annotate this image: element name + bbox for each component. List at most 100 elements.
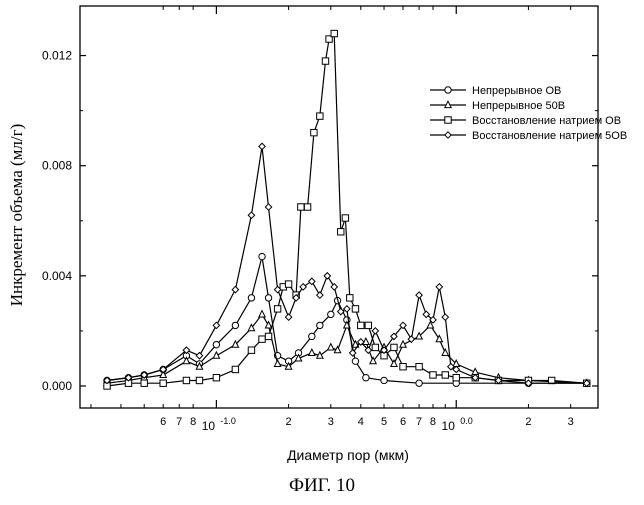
data-point [274,360,280,366]
x-major-tick-exponent: 0.0 [460,416,473,426]
x-tick-label: 2 [525,416,531,428]
x-tick-label: 4 [358,416,364,428]
data-point [430,372,436,378]
data-point [391,344,397,350]
y-tick-label: 0.012 [42,49,72,63]
x-tick-label: 5 [381,416,387,428]
data-point [309,349,315,355]
data-point [309,278,315,284]
data-point [285,314,291,320]
data-point [453,375,459,381]
x-tick-label: 8 [190,416,196,428]
data-point [365,322,371,328]
x-tick-label: 7 [416,416,422,428]
data-point [259,253,265,259]
legend-label: Восстановление натрием 5ОВ [472,130,627,142]
data-point [328,311,334,317]
data-point [416,292,422,298]
data-point [317,113,323,119]
legend-label: Восстановление натрием ОВ [472,115,621,127]
data-point [265,204,271,210]
data-point [445,101,451,107]
series-line [107,146,587,383]
data-point [141,380,147,386]
data-point [304,204,310,210]
x-tick-label: 6 [400,416,406,428]
data-point [331,284,337,290]
data-point [196,377,202,383]
data-point [381,377,387,383]
data-point [347,295,353,301]
data-point [442,314,448,320]
data-point [248,347,254,353]
series-4 [104,143,590,386]
data-point [331,30,337,36]
legend-label: Непрерывное 50В [472,100,565,112]
data-point [309,333,315,339]
series-2 [104,311,590,386]
data-point [213,375,219,381]
data-point [372,328,378,334]
data-point [344,306,350,312]
legend-item: Непрерывное 50В [430,100,565,112]
legend-item: Восстановление натрием ОВ [430,115,621,127]
x-axis-label: Диаметр пор (мкм) [287,447,409,463]
data-point [436,284,442,290]
data-point [416,363,422,369]
data-point [358,322,364,328]
data-point [285,281,291,287]
data-point [400,363,406,369]
data-point [442,372,448,378]
legend-item: Восстановление натрием 5ОВ [430,130,627,142]
x-tick-label: 2 [286,416,292,428]
data-point [324,273,330,279]
data-point [328,344,334,350]
data-point [232,322,238,328]
data-point [248,212,254,218]
data-point [274,306,280,312]
data-point [265,333,271,339]
y-axis-label: Инкремент объема (мл/г) [7,124,26,307]
data-point [352,306,358,312]
data-point [445,117,451,123]
data-point [213,322,219,328]
y-tick-label: 0.004 [42,269,72,283]
x-major-tick-label: 10 [442,419,456,433]
data-point [183,377,189,383]
axes: 0.0000.0040.0080.01267823456782310-1.010… [42,6,598,433]
data-point [259,143,265,149]
data-point [445,132,451,138]
y-tick-label: 0.008 [42,159,72,173]
data-point [322,58,328,64]
data-point [338,308,344,314]
data-point [442,349,448,355]
data-point [317,322,323,328]
data-point [160,380,166,386]
data-point [445,87,451,93]
data-point [416,380,422,386]
data-point [248,295,254,301]
data-point [352,358,358,364]
legend-item: Непрерывное ОВ [430,85,561,97]
data-point [317,292,323,298]
x-tick-label: 3 [328,416,334,428]
x-tick-label: 8 [430,416,436,428]
data-point [232,286,238,292]
data-point [298,204,304,210]
x-major-tick-exponent: -1.0 [220,416,236,426]
data-point [196,352,202,358]
data-point [372,344,378,350]
data-point [259,336,265,342]
x-tick-label: 3 [568,416,574,428]
x-major-tick-label: 10 [202,419,216,433]
data-point [338,229,344,235]
data-point [300,284,306,290]
legend-label: Непрерывное ОВ [472,85,561,97]
figure-caption: ФИГ. 10 [289,475,355,496]
data-point [342,215,348,221]
x-tick-label: 6 [160,416,166,428]
data-point [311,129,317,135]
data-point [213,341,219,347]
